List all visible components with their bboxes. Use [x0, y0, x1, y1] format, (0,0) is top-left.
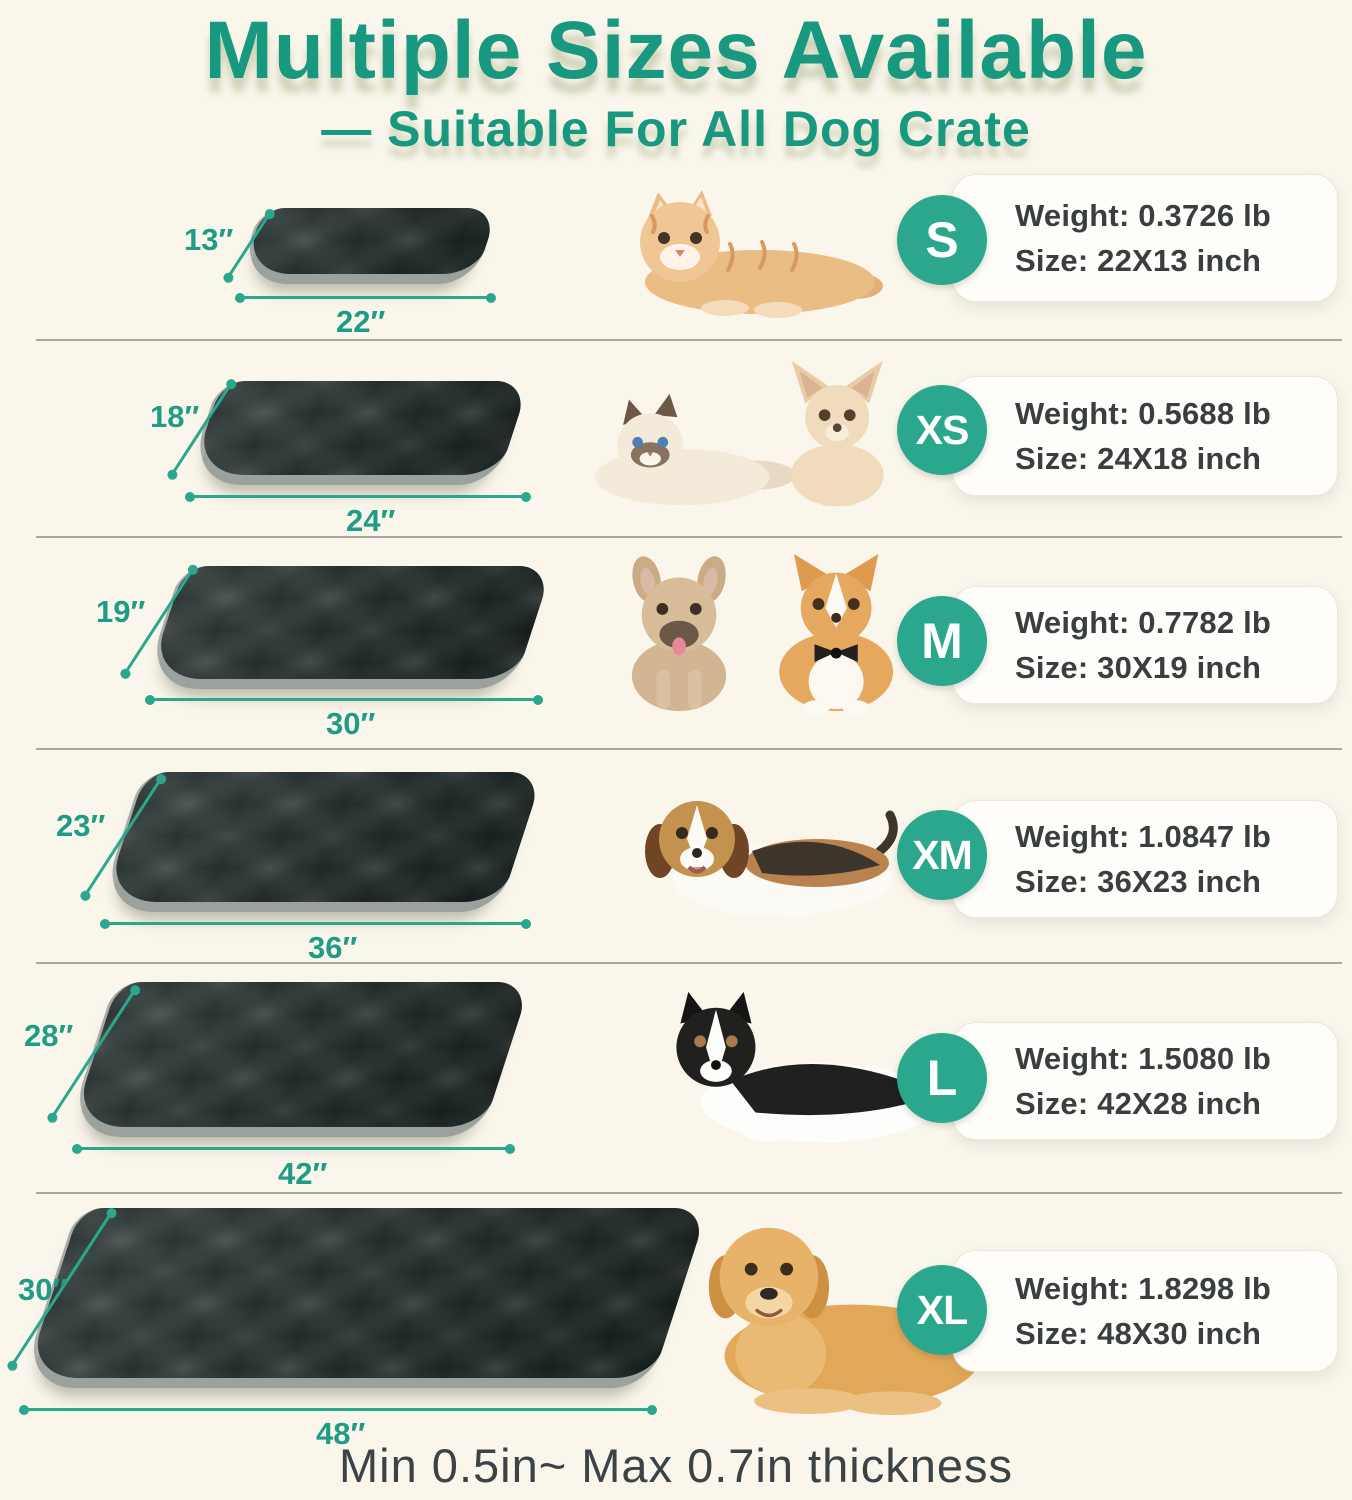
weight-text: Weight: 0.3726 lb: [1015, 197, 1272, 233]
depth-dimension-label: 28″: [24, 1018, 74, 1053]
spec-card-xm: Weight: 1.0847 lb Size: 36X23 inch: [952, 800, 1338, 918]
size-text: Size: 24X18 inch: [1015, 440, 1262, 476]
spec-card-s: Weight: 0.3726 lb Size: 22X13 inch: [952, 174, 1338, 302]
tabby-cat-image: [600, 190, 900, 320]
weight-text: Weight: 1.8298 lb: [1015, 1270, 1272, 1306]
crate-mat-image: [235, 208, 499, 284]
crate-mat-image: [97, 772, 544, 912]
size-badge-xs: XS: [897, 385, 987, 475]
size-row-xm: 23″ 36″ XM Weight: [0, 748, 1352, 965]
size-row-s: 13″ 22″ S Weight: 0.3726 l: [0, 174, 1352, 339]
depth-dimension-label: 13″: [184, 222, 234, 257]
size-row-xs: 18″ 24″: [0, 339, 1352, 538]
crate-mat-image: [18, 1208, 709, 1388]
weight-text: Weight: 0.5688 lb: [1015, 395, 1272, 431]
row-divider: [36, 1192, 1342, 1194]
width-dimension-label: 48″: [316, 1416, 366, 1451]
size-row-l: 28″ 42″ L Weight: 1.5080 lb Size: 42X2: [0, 962, 1352, 1192]
size-text: Size: 36X23 inch: [1015, 863, 1262, 899]
size-text: Size: 22X13 inch: [1015, 242, 1262, 278]
width-dimension-line: [185, 491, 531, 502]
header: Multiple Sizes Available — Suitable For …: [0, 0, 1352, 158]
size-badge-l: L: [897, 1033, 987, 1123]
width-dimension-line: [145, 694, 543, 705]
page-subtitle: — Suitable For All Dog Crate: [321, 101, 1031, 157]
depth-dimension-label: 23″: [56, 808, 106, 843]
width-dimension-line: [19, 1404, 657, 1415]
size-row-xl: 30″ 48″ XL Weight: 1.8298 lb Size: 48X: [0, 1192, 1352, 1451]
beagle-image: [612, 776, 912, 928]
size-badge-m: M: [897, 596, 987, 686]
spec-card-xs: Weight: 0.5688 lb Size: 24X18 inch: [952, 376, 1338, 496]
frenchie-and-corgi-image: [600, 552, 925, 714]
depth-dimension-label: 18″: [150, 399, 200, 434]
border-collie-image: [635, 984, 955, 1152]
size-text: Size: 42X28 inch: [1015, 1085, 1262, 1121]
size-text: Size: 48X30 inch: [1015, 1315, 1262, 1351]
width-dimension-label: 22″: [336, 304, 386, 339]
crate-mat-image: [142, 566, 553, 689]
width-dimension-line: [72, 1143, 515, 1154]
width-dimension-label: 36″: [308, 930, 358, 965]
crate-mat-image: [64, 982, 532, 1137]
spec-card-l: Weight: 1.5080 lb Size: 42X28 inch: [952, 1022, 1338, 1140]
spec-card-xl: Weight: 1.8298 lb Size: 48X30 inch: [952, 1250, 1338, 1372]
crate-mat-image: [185, 381, 530, 485]
depth-dimension-label: 19″: [96, 594, 146, 629]
row-divider: [36, 536, 1342, 538]
page-title: Multiple Sizes Available: [204, 5, 1148, 96]
width-dimension-line: [235, 292, 496, 303]
size-row-m: 19″ 30″: [0, 536, 1352, 748]
depth-dimension-label: 30″: [18, 1272, 68, 1307]
width-dimension-label: 42″: [278, 1156, 328, 1191]
size-badge-xl: XL: [897, 1265, 987, 1355]
weight-text: Weight: 1.5080 lb: [1015, 1040, 1272, 1076]
width-dimension-label: 24″: [346, 503, 396, 538]
size-badge-s: S: [897, 195, 987, 285]
width-dimension-line: [100, 918, 531, 929]
size-badge-xm: XM: [897, 810, 987, 900]
row-divider: [36, 748, 1342, 750]
ragdoll-and-chihuahua-image: [585, 357, 915, 512]
size-text: Size: 30X19 inch: [1015, 649, 1262, 685]
row-divider: [36, 339, 1342, 341]
weight-text: Weight: 1.0847 lb: [1015, 818, 1272, 854]
width-dimension-label: 30″: [326, 706, 376, 741]
spec-card-m: Weight: 0.7782 lb Size: 30X19 inch: [952, 586, 1338, 704]
row-divider: [36, 962, 1342, 964]
thickness-note: Min 0.5in~ Max 0.7in thickness: [339, 1439, 1013, 1492]
weight-text: Weight: 0.7782 lb: [1015, 604, 1272, 640]
